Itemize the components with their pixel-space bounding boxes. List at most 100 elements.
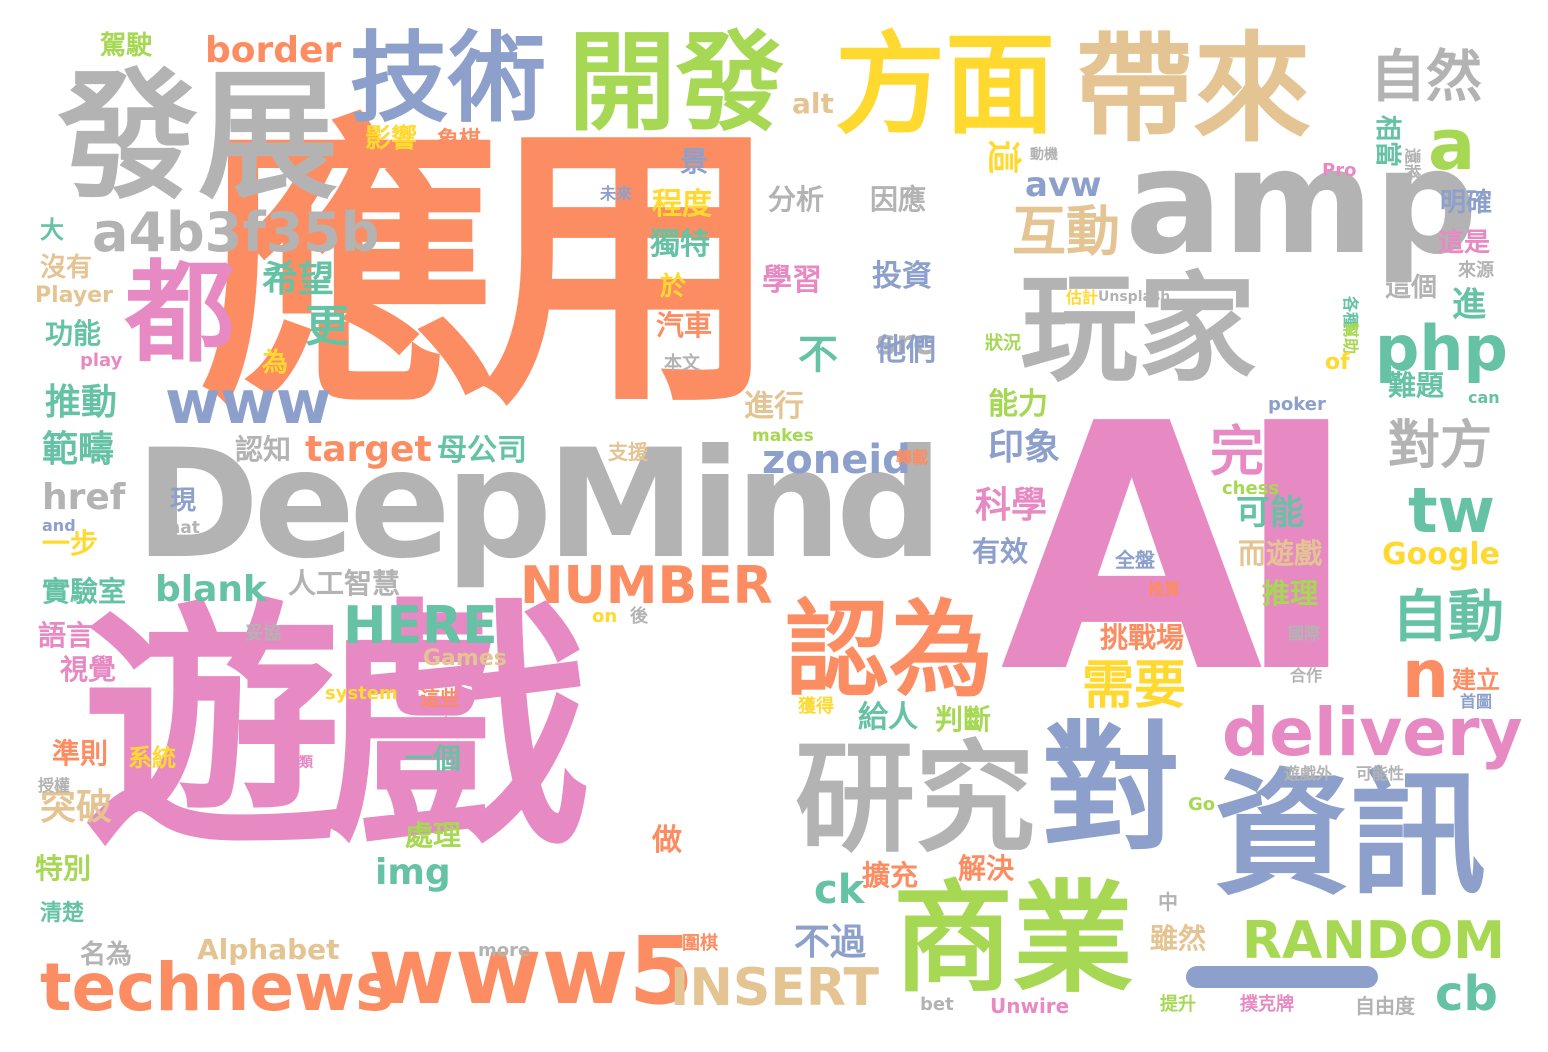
word: 可能性 bbox=[1356, 764, 1405, 783]
word: technews bbox=[40, 949, 395, 1026]
word: Google bbox=[1382, 537, 1500, 572]
word: chess bbox=[1222, 478, 1280, 499]
word: HERE bbox=[343, 596, 498, 656]
word: DeepMind bbox=[135, 418, 943, 592]
word: zoneid bbox=[762, 437, 911, 483]
word: avw bbox=[1025, 165, 1102, 205]
word: 而遊戲 bbox=[1238, 537, 1323, 570]
word: more bbox=[478, 940, 531, 961]
word: 一步 bbox=[42, 527, 99, 560]
decorative-bar bbox=[1186, 966, 1378, 988]
word: n bbox=[1402, 636, 1449, 713]
word: 未來 bbox=[600, 184, 633, 203]
word: on bbox=[592, 606, 618, 627]
word: 帶來 bbox=[1075, 20, 1312, 158]
word: 名為 bbox=[80, 940, 133, 970]
word: 推動 bbox=[45, 382, 118, 423]
word: 影響 bbox=[365, 124, 418, 154]
word: 投資 bbox=[872, 259, 932, 294]
word: 這個 bbox=[1385, 273, 1438, 303]
word: 科學 bbox=[975, 485, 1048, 526]
word: 轉載 bbox=[896, 448, 929, 467]
word: 自動 bbox=[1392, 585, 1504, 650]
word: 授權 bbox=[38, 776, 71, 795]
word: 這是 bbox=[1438, 228, 1491, 258]
word: 遊戲 bbox=[82, 579, 587, 881]
word: 來源 bbox=[1458, 260, 1494, 281]
word: can bbox=[1468, 388, 1500, 407]
word: 不過 bbox=[794, 922, 867, 963]
word: 明確 bbox=[1440, 188, 1493, 218]
word: 清楚 bbox=[40, 901, 85, 926]
word: 完美 bbox=[1210, 420, 1318, 483]
word: 獲得 bbox=[798, 696, 834, 717]
word: 一個 bbox=[405, 742, 462, 775]
word: 獨特 bbox=[650, 227, 710, 262]
word: 突破 bbox=[40, 787, 113, 828]
word: 人類 bbox=[285, 755, 313, 771]
word: 分析 bbox=[768, 183, 825, 216]
word: 能力 bbox=[988, 387, 1048, 422]
word: 估計 bbox=[1066, 288, 1099, 307]
word: 自然 bbox=[1370, 45, 1482, 110]
word: 提升 bbox=[1160, 994, 1196, 1015]
word: 汽車 bbox=[656, 309, 713, 342]
word: 應用 bbox=[200, 95, 780, 444]
word: www5 bbox=[368, 917, 694, 1026]
word: RANDOM bbox=[1242, 911, 1505, 971]
word: 處理 bbox=[405, 819, 462, 852]
word: alt bbox=[792, 87, 834, 120]
word: 有效 bbox=[972, 535, 1029, 568]
word: 相當 bbox=[1372, 115, 1402, 168]
word: tw bbox=[1408, 474, 1495, 547]
word: 認為 bbox=[785, 589, 994, 711]
word: 對 bbox=[1042, 708, 1181, 869]
word: 全盤 bbox=[1115, 548, 1155, 572]
word: 認知 bbox=[235, 433, 292, 466]
word: 圍棋 bbox=[682, 933, 718, 954]
word: 首圖 bbox=[1460, 692, 1493, 711]
word: 推理 bbox=[1262, 577, 1319, 610]
word: Unsplash bbox=[1098, 289, 1171, 305]
word: target bbox=[305, 429, 432, 470]
word: Player bbox=[35, 283, 113, 308]
word: delivery bbox=[1222, 694, 1523, 771]
word: 功能 bbox=[45, 317, 102, 350]
word: 中 bbox=[1158, 890, 1178, 914]
word: ck bbox=[814, 867, 865, 913]
word: Games bbox=[423, 646, 507, 671]
word: 大 bbox=[40, 216, 64, 244]
word: 狀況 bbox=[985, 333, 1021, 354]
word: 商業 bbox=[893, 870, 1133, 1009]
word: 挑戰場 bbox=[1100, 621, 1185, 654]
word: 景 bbox=[680, 145, 709, 178]
word: system bbox=[325, 683, 398, 704]
word: play bbox=[80, 350, 123, 371]
word: 進行 bbox=[744, 389, 804, 424]
word: 範疇 bbox=[42, 429, 115, 470]
word: 判斷 bbox=[935, 703, 992, 736]
word: that bbox=[160, 518, 200, 538]
word: 擴充 bbox=[862, 859, 919, 892]
word: 建立 bbox=[1452, 666, 1500, 694]
word: Go bbox=[1188, 794, 1216, 815]
word: makes bbox=[752, 426, 814, 446]
word: 視覺 bbox=[60, 653, 117, 686]
word: 合作 bbox=[1290, 666, 1323, 685]
word: 希望 bbox=[262, 259, 335, 300]
word: 動機 bbox=[1030, 147, 1058, 163]
word: INSERT bbox=[670, 958, 880, 1018]
word: 技術 bbox=[350, 22, 547, 136]
word: www bbox=[165, 368, 332, 438]
word: 支援 bbox=[608, 440, 648, 464]
word: 目標 bbox=[424, 716, 460, 737]
word: 這 bbox=[983, 140, 1023, 174]
word: 於 bbox=[660, 272, 687, 302]
word: 語言 bbox=[38, 619, 95, 652]
word: img bbox=[375, 852, 451, 893]
word: Pro bbox=[1322, 160, 1357, 181]
word: Alphabet bbox=[197, 933, 340, 966]
word: 這些 bbox=[420, 686, 460, 710]
word: 程度 bbox=[652, 187, 712, 222]
